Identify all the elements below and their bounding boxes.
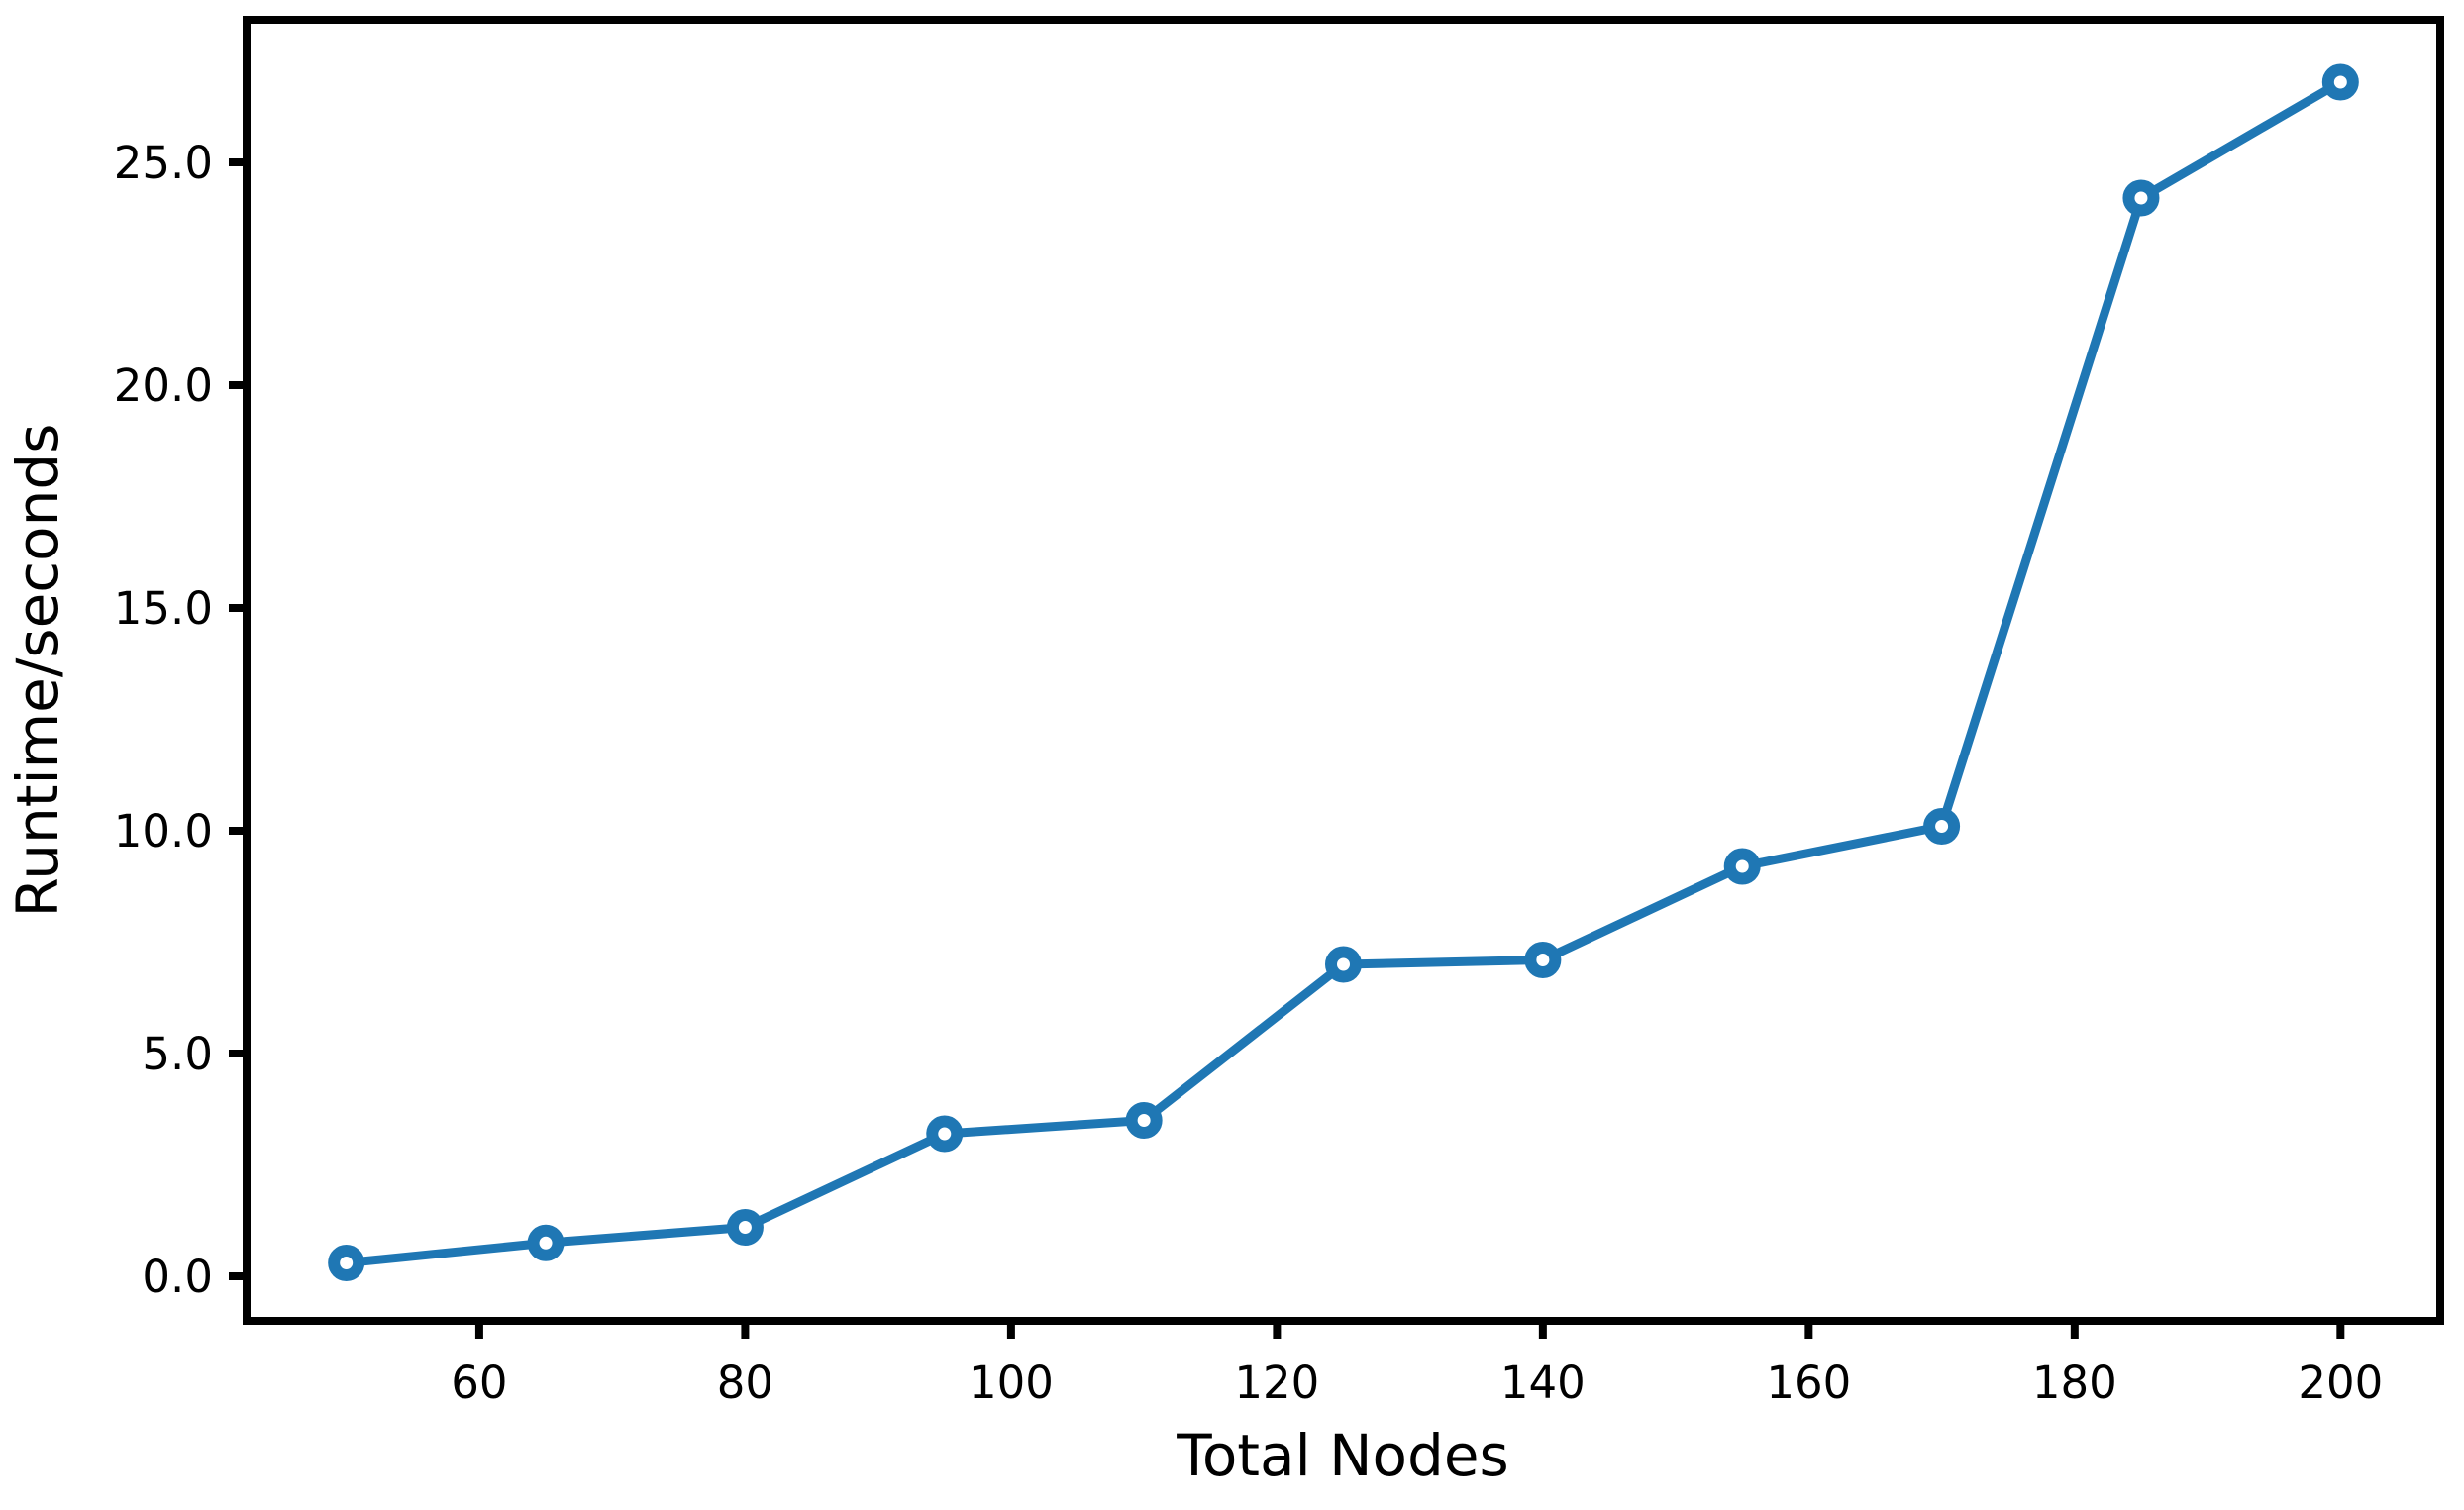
data-line — [342, 77, 2345, 1267]
data-point-marker — [1325, 946, 1362, 983]
y-tick-label: 10.0 — [114, 805, 213, 857]
data-point-marker — [2321, 63, 2359, 101]
tick-labels: 60 80 100 120 140 160 180 200 0.0 5.0 10.0 15.0 20.0… — [114, 137, 2383, 1409]
y-tick-label: 15.0 — [114, 582, 213, 635]
x-tick-label: 200 — [2298, 1357, 2383, 1409]
plot-frame — [243, 16, 2444, 1325]
data-point-marker — [1723, 848, 1761, 885]
x-tick-label: 100 — [969, 1357, 1054, 1409]
data-point-marker — [1125, 1102, 1163, 1139]
data-point-marker — [1923, 808, 1961, 845]
data-series-layer — [328, 63, 2359, 1281]
data-point-marker — [328, 1245, 365, 1281]
data-point-marker — [2122, 179, 2160, 217]
x-tick-label: 120 — [1234, 1357, 1319, 1409]
y-tick-label: 5.0 — [142, 1028, 213, 1080]
x-tick-label: 180 — [2032, 1357, 2117, 1409]
x-tick-label: 80 — [717, 1357, 773, 1409]
y-tick-label: 0.0 — [142, 1251, 213, 1303]
y-tick-label: 20.0 — [114, 359, 213, 412]
tick-marks — [229, 158, 2345, 1339]
data-point-marker — [527, 1224, 565, 1261]
data-point-marker — [926, 1115, 964, 1153]
data-point-marker — [1524, 942, 1562, 978]
y-axis-label: Runtime/seconds — [4, 424, 71, 918]
data-point-marker — [726, 1209, 764, 1246]
y-tick-label: 25.0 — [114, 137, 213, 189]
x-axis-label: Total Nodes — [1176, 1422, 1508, 1489]
axes-spines — [243, 16, 2444, 1325]
x-tick-label: 160 — [1766, 1357, 1851, 1409]
x-tick-label: 60 — [451, 1357, 507, 1409]
x-tick-label: 140 — [1500, 1357, 1586, 1409]
